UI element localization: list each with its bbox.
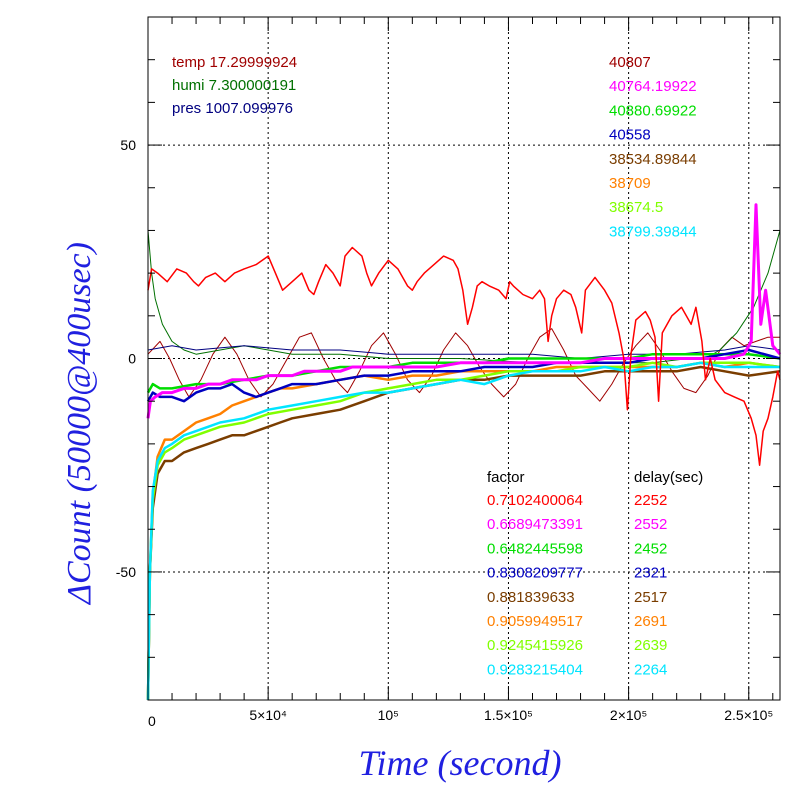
series-humi bbox=[147, 230, 781, 364]
x-tick-label-3: 1.5×10⁵ bbox=[484, 707, 533, 723]
factor-value-5: 0.9059949517 bbox=[487, 613, 583, 630]
factor-value-0: 0.7102400064 bbox=[487, 492, 583, 509]
factor-value-3: 0.8308209777 bbox=[487, 565, 583, 582]
annotations: temp 17.29999924 humi 7.300000191 pres 100… bbox=[172, 54, 703, 678]
series-cyan bbox=[146, 361, 780, 701]
x-tick-label-5: 2.5×10⁵ bbox=[724, 707, 773, 723]
base-count-3: 40558 bbox=[609, 127, 651, 144]
series-red bbox=[147, 246, 781, 466]
base-count-2: 40880.69922 bbox=[609, 102, 697, 119]
factor-value-1: 0.6689473391 bbox=[487, 516, 583, 533]
x-tick-label-2: 10⁵ bbox=[378, 707, 399, 723]
y-tick-label-1: 0 bbox=[128, 351, 136, 367]
delay-value-7: 2264 bbox=[634, 661, 667, 678]
series-blue bbox=[146, 348, 781, 403]
base-count-6: 38674.5 bbox=[609, 199, 663, 216]
y-axis-title: ΔCount (50000@400usec) bbox=[61, 242, 98, 606]
delay-value-3: 2321 bbox=[634, 565, 667, 582]
factor-value-4: 0.881839633 bbox=[487, 589, 575, 606]
axis-ticks: 0 5×10⁴ 10⁵ 1.5×10⁵ 2×10⁵ 2.5×10⁵ 50 0 -50 bbox=[116, 17, 780, 729]
base-count-1: 40764.19922 bbox=[609, 78, 697, 95]
x-tick-label-4: 2×10⁵ bbox=[610, 707, 647, 723]
delay-value-6: 2639 bbox=[634, 637, 667, 654]
delay-value-4: 2517 bbox=[634, 589, 667, 606]
series-temp bbox=[147, 328, 780, 402]
env-label-2: pres 1007.099976 bbox=[172, 100, 293, 117]
factor-value-7: 0.9283215404 bbox=[487, 661, 583, 678]
delay-header: delay(sec) bbox=[634, 469, 703, 486]
base-count-0: 40807 bbox=[609, 54, 651, 71]
delay-value-0: 2252 bbox=[634, 492, 667, 509]
x-tick-label-1: 5×10⁴ bbox=[249, 707, 287, 723]
x-tick-label-0: 0 bbox=[148, 713, 156, 729]
x-axis-title: Time (second) bbox=[359, 743, 562, 783]
delay-value-5: 2691 bbox=[634, 613, 667, 630]
series-lime bbox=[146, 361, 781, 701]
series-lines bbox=[146, 203, 782, 701]
delay-value-1: 2552 bbox=[634, 516, 667, 533]
series-brown bbox=[146, 365, 781, 701]
series-pres bbox=[147, 345, 781, 359]
factor-header: factor bbox=[487, 469, 525, 486]
env-label-1: humi 7.300000191 bbox=[172, 77, 296, 94]
factor-value-6: 0.9245415926 bbox=[487, 637, 583, 654]
y-tick-label-2: -50 bbox=[116, 564, 136, 580]
factor-value-2: 0.6482445598 bbox=[487, 540, 583, 557]
series-magenta bbox=[146, 203, 782, 419]
base-count-4: 38534.89844 bbox=[609, 151, 697, 168]
base-count-5: 38709 bbox=[609, 175, 651, 192]
env-label-0: temp 17.29999924 bbox=[172, 54, 297, 71]
series-orange bbox=[146, 361, 781, 701]
y-tick-label-0: 50 bbox=[120, 137, 136, 153]
base-count-7: 38799.39844 bbox=[609, 223, 697, 240]
delay-value-2: 2452 bbox=[634, 540, 667, 557]
